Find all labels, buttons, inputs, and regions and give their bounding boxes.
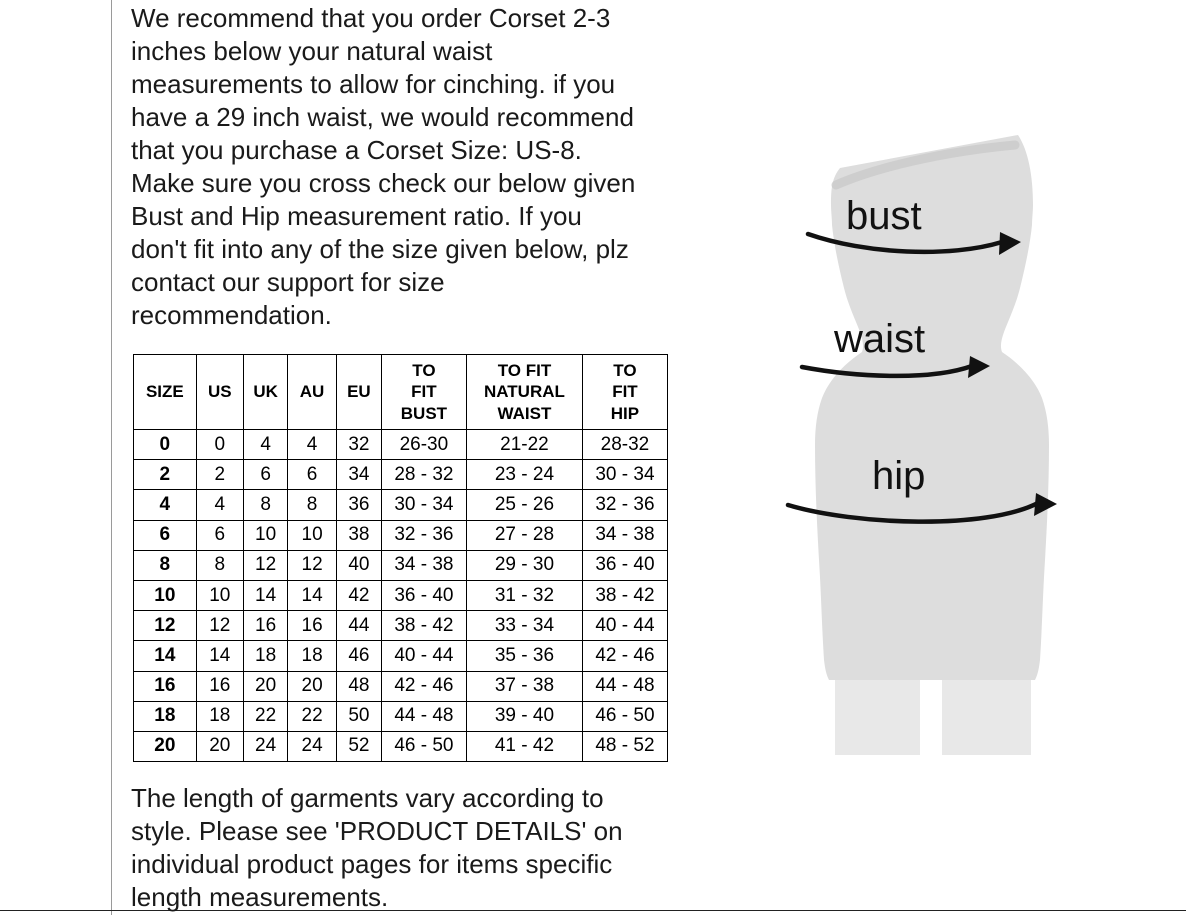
svg-text:hip: hip — [872, 454, 925, 498]
svg-text:waist: waist — [833, 317, 925, 361]
svg-text:bust: bust — [846, 194, 922, 238]
